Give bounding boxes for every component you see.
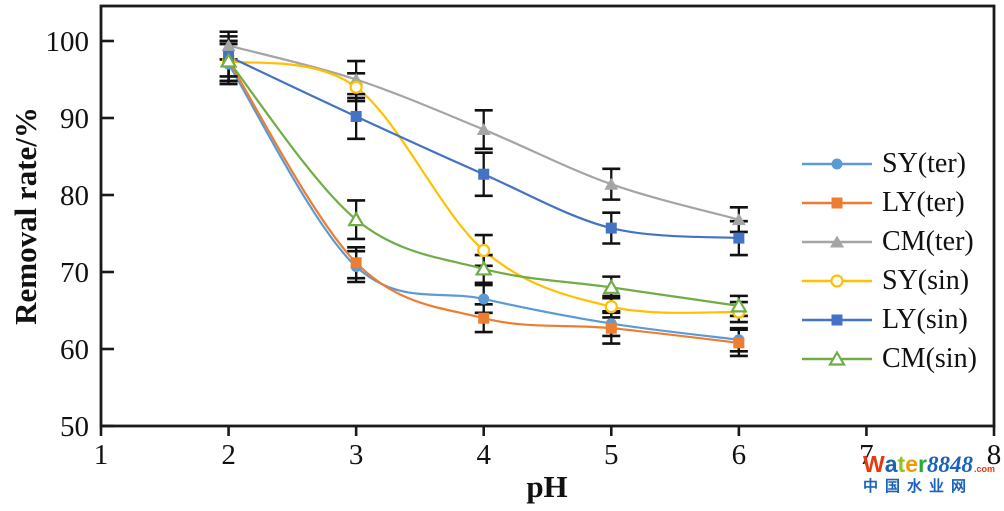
square-marker bbox=[478, 168, 490, 180]
triangle-marker bbox=[221, 39, 236, 52]
watermark-letter: W bbox=[863, 451, 885, 477]
y-tick-label: 90 bbox=[60, 103, 89, 135]
series-markers-cm-ter bbox=[221, 39, 746, 226]
x-tick-label: 4 bbox=[476, 439, 491, 471]
square-marker bbox=[350, 110, 362, 122]
triangle-marker bbox=[604, 177, 619, 190]
watermark-letter: r bbox=[917, 451, 927, 477]
legend-item-cm-ter: CM(ter) bbox=[800, 222, 977, 261]
legend-item-sy-ter: SY(ter) bbox=[800, 144, 977, 183]
x-tick-label: 7 bbox=[859, 439, 874, 471]
series-line-cm-sin bbox=[227, 59, 740, 307]
y-tick-label: 100 bbox=[46, 26, 90, 58]
legend-item-sy-sin: SY(sin) bbox=[800, 261, 977, 300]
watermark-letter: t bbox=[897, 451, 906, 477]
watermark-letter: a bbox=[884, 451, 898, 477]
legend-sample-sy-ter bbox=[802, 158, 872, 169]
triangle-marker bbox=[828, 349, 846, 366]
circle-marker bbox=[478, 293, 490, 305]
x-tick-label: 6 bbox=[732, 439, 747, 471]
legend-sample-cm-sin bbox=[802, 349, 872, 366]
legend-label: LY(ter) bbox=[882, 186, 965, 218]
series-line-sy-ter bbox=[227, 62, 740, 341]
triangle-marker bbox=[602, 278, 621, 294]
triangle-marker bbox=[219, 52, 238, 68]
series-markers-sy-ter bbox=[223, 58, 745, 346]
triangle-marker bbox=[729, 297, 748, 313]
series-markers-cm-sin bbox=[219, 52, 748, 313]
square-marker bbox=[605, 322, 617, 334]
x-tick-label: 8 bbox=[987, 439, 1002, 471]
triangle-marker bbox=[830, 235, 844, 247]
watermark-chinese-text: 中国水业网 bbox=[863, 478, 974, 495]
square-marker bbox=[733, 337, 745, 349]
watermark-letter: e bbox=[905, 451, 918, 477]
series-ly-ter bbox=[219, 39, 748, 358]
square-marker bbox=[605, 222, 617, 234]
x-tick-label: 3 bbox=[349, 439, 364, 471]
square-marker bbox=[350, 257, 362, 269]
legend-label: CM(sin) bbox=[882, 342, 977, 374]
x-axis-title: pH bbox=[526, 469, 568, 504]
legend-label: SY(sin) bbox=[882, 264, 970, 296]
circle-marker bbox=[477, 243, 491, 258]
legend-item-ly-ter: LY(ter) bbox=[800, 183, 977, 222]
legend-sample-sy-sin bbox=[802, 273, 872, 288]
watermark-number: 8848 bbox=[926, 452, 973, 477]
y-axis-title: Removal rate/% bbox=[8, 107, 43, 325]
circle-marker bbox=[831, 158, 843, 169]
legend-label: CM(ter) bbox=[882, 225, 974, 257]
legend: SY(ter) LY(ter) CM(ter) SY(sin) LY(sin) CM(si… bbox=[800, 144, 977, 378]
square-marker bbox=[733, 232, 745, 244]
x-tick-label: 5 bbox=[604, 439, 619, 471]
legend-item-ly-sin: LY(sin) bbox=[800, 300, 977, 339]
y-tick-label: 70 bbox=[60, 257, 89, 289]
square-marker bbox=[478, 312, 490, 324]
x-tick-label: 2 bbox=[221, 439, 236, 471]
watermark-suffix: .com bbox=[973, 464, 995, 474]
legend-sample-cm-ter bbox=[802, 235, 872, 247]
circle-marker bbox=[349, 80, 363, 94]
y-tick-label: 60 bbox=[60, 334, 89, 366]
legend-label: LY(sin) bbox=[882, 303, 968, 335]
x-tick-label: 1 bbox=[94, 439, 109, 471]
series-line-ly-ter bbox=[227, 59, 740, 344]
triangle-marker bbox=[347, 210, 366, 227]
legend-sample-ly-ter bbox=[802, 197, 872, 208]
circle-marker bbox=[830, 273, 844, 288]
legend-label: SY(ter) bbox=[882, 147, 966, 179]
plot-border bbox=[99, 4, 996, 428]
y-tick-label: 50 bbox=[60, 411, 89, 443]
legend-sample-ly-sin bbox=[802, 314, 872, 325]
triangle-marker bbox=[474, 260, 493, 276]
series-cm-sin bbox=[219, 39, 748, 318]
square-marker bbox=[831, 197, 843, 208]
triangle-marker bbox=[476, 123, 491, 136]
triangle-marker bbox=[731, 213, 746, 226]
y-tick-label: 80 bbox=[60, 180, 89, 212]
circle-marker bbox=[604, 300, 618, 314]
legend-item-cm-sin: CM(sin) bbox=[800, 339, 977, 378]
square-marker bbox=[831, 314, 843, 325]
